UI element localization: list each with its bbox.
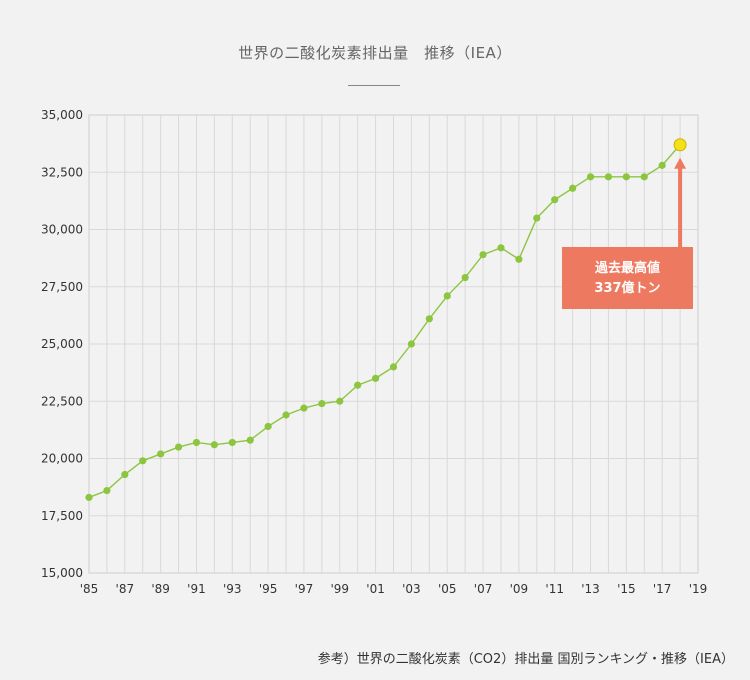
data-point — [425, 315, 433, 323]
x-tick-label: '09 — [510, 582, 529, 596]
annotation-text: 337億トン — [594, 280, 660, 296]
data-point — [282, 411, 290, 419]
data-point — [389, 363, 398, 371]
x-tick-label: '85 — [80, 582, 99, 596]
data-point — [479, 251, 487, 259]
y-axis-labels: 15,000 17,500 20,000 22,500 25,000 27,500 30,0… — [41, 108, 83, 580]
x-tick-label: '15 — [617, 582, 636, 596]
y-tick-label: 22,500 — [41, 394, 83, 408]
data-point — [604, 173, 613, 181]
data-point — [407, 340, 416, 348]
x-tick-label: '17 — [653, 582, 672, 596]
data-point — [246, 436, 254, 444]
x-tick-label: '19 — [689, 582, 708, 596]
chart-title: 世界の二酸化炭素排出量 推移（IEA） — [238, 44, 512, 62]
data-point — [354, 381, 362, 389]
annotation-text: 過去最高値 — [594, 260, 660, 276]
annotation-arrow-shaft — [678, 166, 683, 247]
annotation-arrow-head — [674, 157, 687, 169]
data-point — [85, 493, 93, 502]
data-point — [103, 486, 111, 495]
data-point — [157, 450, 165, 458]
data-point — [174, 443, 183, 451]
x-tick-label: '13 — [581, 582, 600, 596]
series-line — [88, 144, 681, 499]
data-point — [371, 374, 380, 382]
x-tick-label: '05 — [438, 582, 457, 596]
data-point — [497, 244, 505, 252]
x-tick-label: '95 — [259, 582, 278, 596]
data-point — [336, 397, 344, 405]
data-points — [85, 138, 687, 502]
x-tick-label: '01 — [366, 582, 385, 596]
data-point — [533, 214, 541, 222]
y-tick-label: 32,500 — [41, 165, 83, 179]
y-tick-label: 20,000 — [41, 452, 83, 466]
y-tick-label: 17,500 — [41, 509, 83, 523]
x-tick-label: '97 — [295, 582, 314, 596]
data-point — [515, 255, 523, 263]
y-tick-label: 30,000 — [41, 223, 83, 237]
x-axis-labels: '85 '87 '89 '91 '93 '95 '97 '99 '01 '03 '05 '07 '09 '… — [80, 582, 708, 596]
y-tick-label: 15,000 — [41, 566, 83, 580]
data-point — [569, 184, 577, 192]
data-point — [586, 173, 595, 181]
data-point — [192, 438, 201, 447]
data-point — [551, 196, 559, 204]
data-point — [264, 422, 272, 431]
source-caption: 参考）世界の二酸化炭素（CO2）排出量 国別ランキング・推移（IEA） — [317, 652, 734, 667]
data-point — [300, 404, 308, 412]
data-point — [139, 457, 147, 465]
data-point — [622, 173, 630, 181]
title-underline — [348, 85, 400, 86]
data-point — [461, 273, 469, 282]
y-tick-label: 35,000 — [41, 108, 83, 122]
y-tick-label: 27,500 — [41, 280, 83, 294]
x-tick-label: '03 — [402, 582, 421, 596]
horizontal-gridlines — [88, 114, 699, 574]
x-tick-label: '87 — [116, 582, 135, 596]
x-tick-label: '07 — [474, 582, 493, 596]
data-point — [443, 292, 451, 300]
data-point — [318, 399, 326, 408]
data-point — [658, 161, 666, 169]
data-point — [121, 470, 129, 479]
data-point — [228, 438, 236, 447]
plot-border — [88, 114, 699, 574]
x-tick-label: '11 — [545, 582, 564, 596]
annotation-box — [562, 247, 693, 309]
x-tick-label: '91 — [187, 582, 206, 596]
x-tick-label: '89 — [151, 582, 170, 596]
data-point — [640, 173, 648, 181]
max-data-point — [673, 138, 687, 152]
max-annotation: 過去最高値 337億トン — [562, 157, 693, 309]
y-tick-label: 25,000 — [41, 337, 83, 351]
x-tick-label: '99 — [330, 582, 349, 596]
x-tick-label: '93 — [223, 582, 242, 596]
data-point — [210, 441, 218, 449]
